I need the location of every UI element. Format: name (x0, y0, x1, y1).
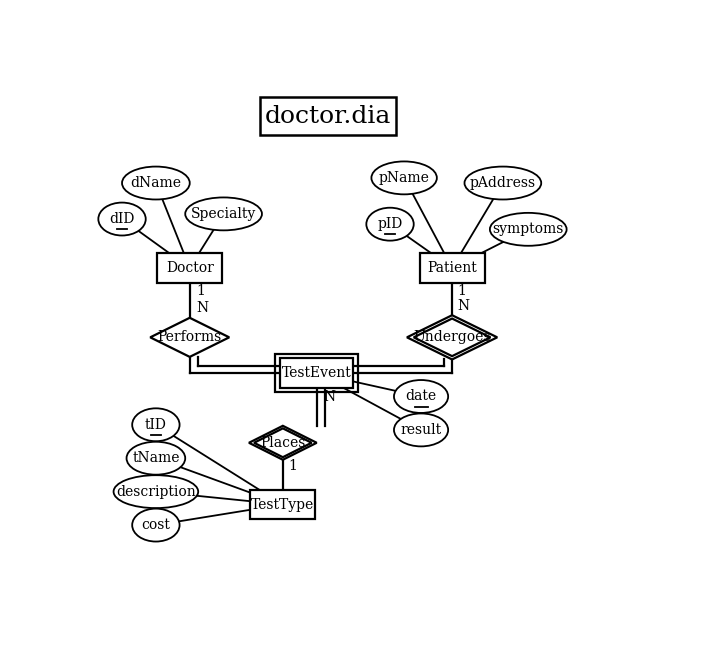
Ellipse shape (132, 408, 180, 442)
Text: tID: tID (145, 418, 167, 432)
Text: TestType: TestType (251, 498, 314, 512)
Text: 1: 1 (288, 459, 297, 473)
Ellipse shape (371, 162, 437, 194)
Ellipse shape (132, 508, 180, 542)
Text: pAddress: pAddress (470, 176, 536, 190)
FancyBboxPatch shape (250, 490, 315, 520)
Text: doctor.dia: doctor.dia (265, 105, 391, 128)
Text: Undergoes: Undergoes (414, 331, 491, 344)
Text: Places: Places (260, 436, 306, 450)
Text: result: result (400, 423, 442, 437)
Text: pID: pID (377, 217, 403, 231)
Text: Performs: Performs (157, 331, 222, 344)
Text: dID: dID (109, 212, 135, 226)
Text: 1: 1 (458, 284, 467, 298)
Text: date: date (405, 389, 437, 403)
Text: N: N (323, 390, 336, 404)
Ellipse shape (366, 208, 414, 240)
Ellipse shape (98, 202, 146, 236)
Ellipse shape (394, 413, 448, 446)
Text: 1: 1 (197, 284, 205, 298)
Polygon shape (150, 318, 229, 357)
FancyBboxPatch shape (419, 253, 485, 283)
Text: N: N (458, 299, 470, 313)
Ellipse shape (114, 475, 198, 508)
Text: Doctor: Doctor (166, 261, 214, 275)
Text: pName: pName (379, 171, 430, 185)
Polygon shape (407, 315, 497, 359)
Ellipse shape (490, 213, 566, 246)
Text: symptoms: symptoms (493, 222, 564, 236)
Text: cost: cost (141, 518, 170, 532)
Text: description: description (116, 485, 196, 498)
Polygon shape (249, 426, 317, 460)
Text: TestEvent: TestEvent (282, 366, 352, 380)
Ellipse shape (122, 166, 190, 200)
Text: tName: tName (132, 451, 180, 465)
Text: dName: dName (130, 176, 181, 190)
Ellipse shape (394, 380, 448, 413)
Text: Specialty: Specialty (191, 207, 256, 221)
Ellipse shape (185, 198, 262, 230)
FancyBboxPatch shape (261, 97, 396, 136)
Ellipse shape (464, 166, 541, 200)
FancyBboxPatch shape (157, 253, 222, 283)
Text: Patient: Patient (427, 261, 477, 275)
Text: N: N (197, 301, 209, 315)
Ellipse shape (127, 442, 185, 475)
FancyBboxPatch shape (280, 359, 353, 388)
